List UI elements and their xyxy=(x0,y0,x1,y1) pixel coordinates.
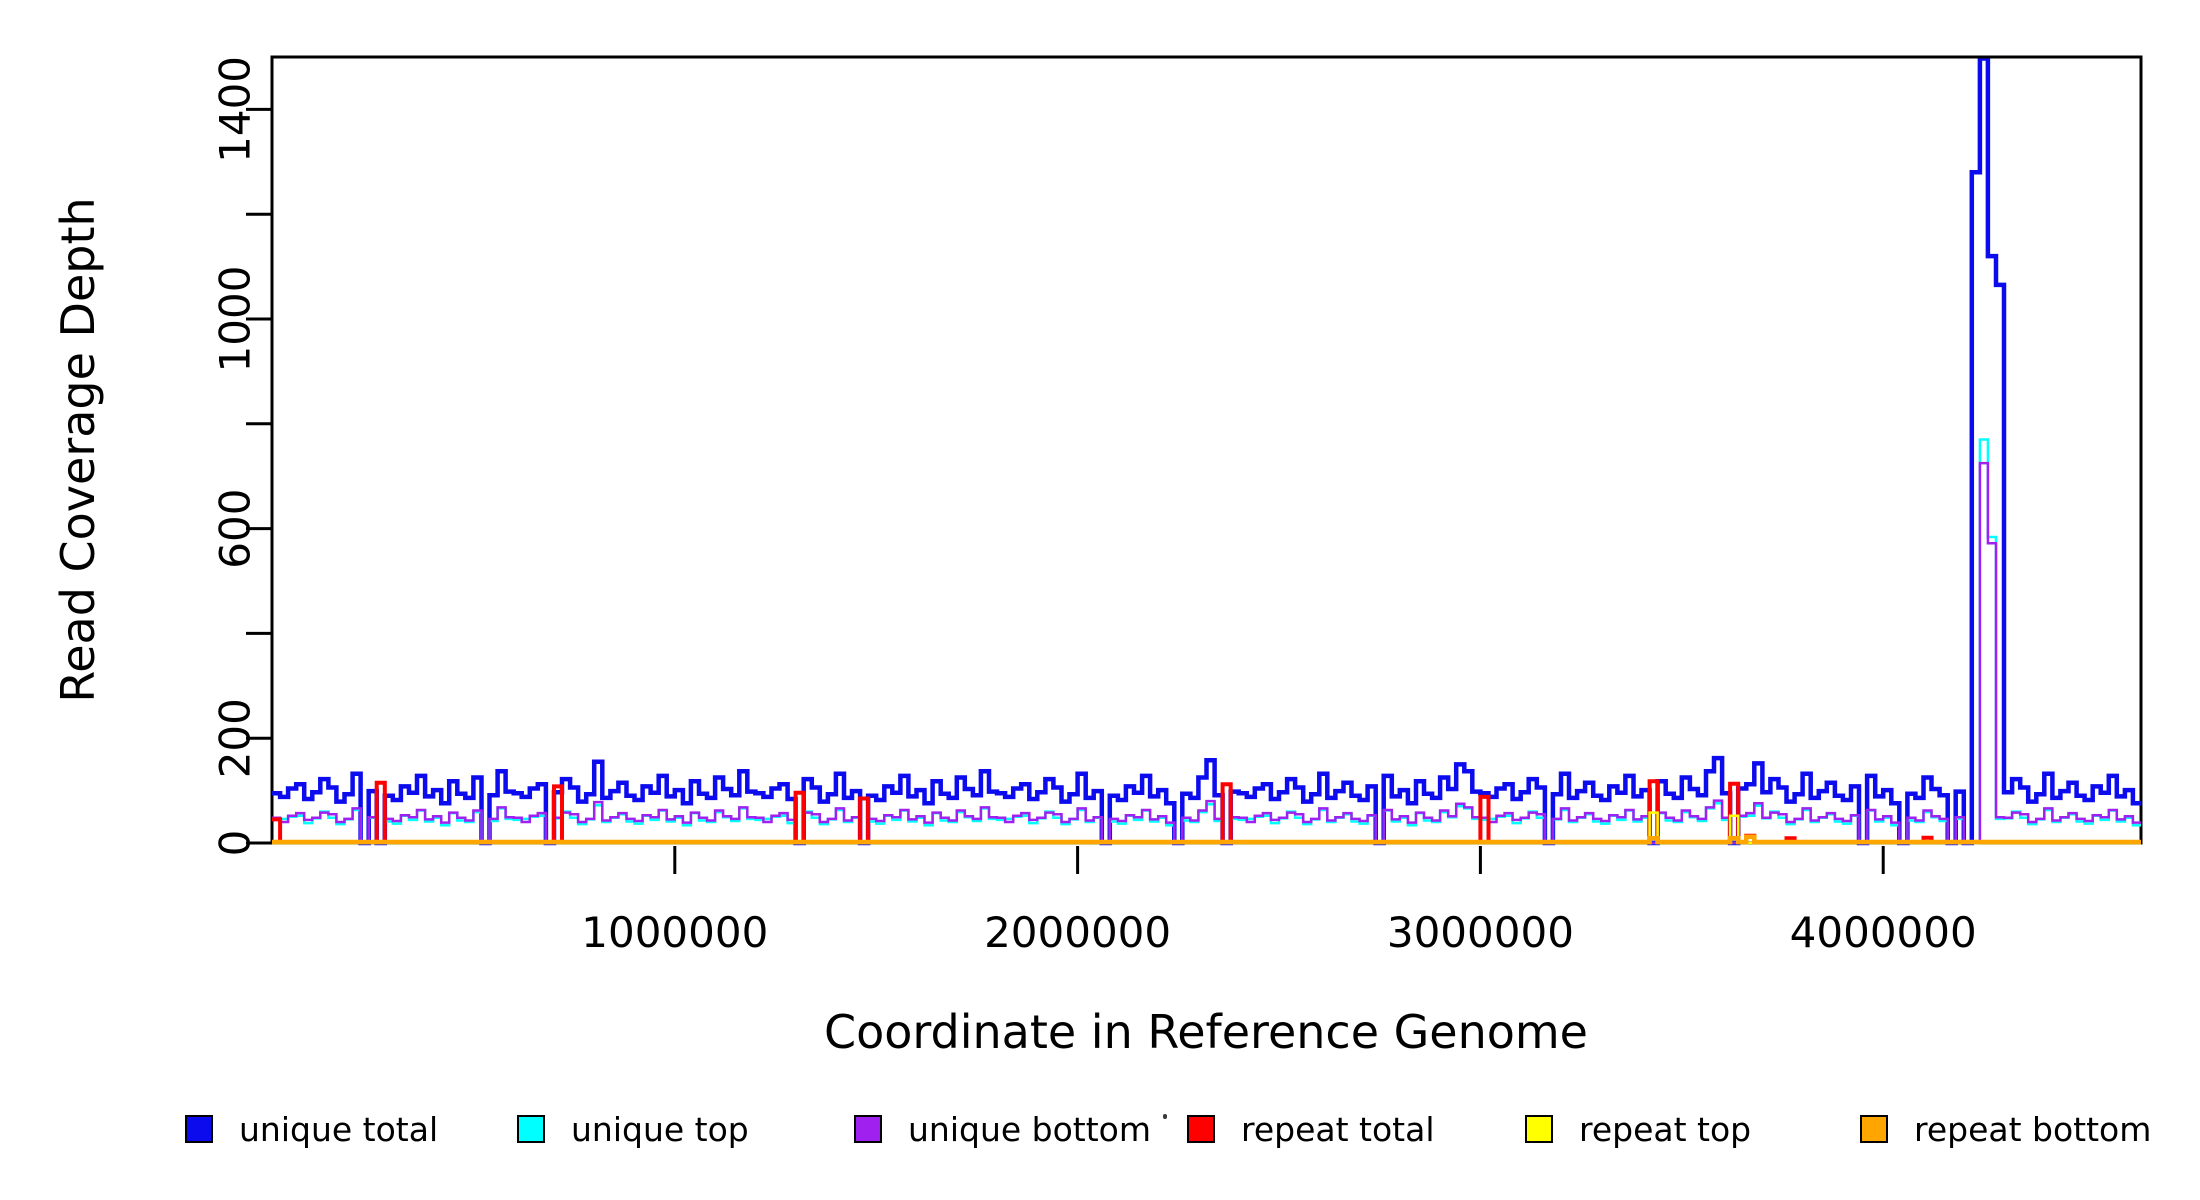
legend-swatch-repeat-top xyxy=(1525,1115,1553,1143)
y-tick-label: 200 xyxy=(211,698,260,778)
legend-label: unique top xyxy=(571,1109,749,1149)
legend-entry-repeat-bottom: repeat bottom xyxy=(1860,1109,2152,1149)
legend-label: unique bottom xyxy=(908,1109,1152,1149)
legend-swatch-unique-bottom xyxy=(854,1115,882,1143)
legend-entry-unique-bottom: unique bottom xyxy=(854,1109,1152,1149)
legend-entry-unique-total: unique total xyxy=(185,1109,439,1149)
y-tick-label: 600 xyxy=(211,489,260,569)
legend-swatch-repeat-total xyxy=(1187,1115,1215,1143)
legend-label: unique total xyxy=(239,1109,439,1149)
y-tick-label: 1400 xyxy=(211,56,260,163)
legend-entry-repeat-total: repeat total xyxy=(1187,1109,1435,1149)
y-tick-label: 1000 xyxy=(211,266,260,373)
legend-label: repeat bottom xyxy=(1914,1109,2152,1149)
x-tick-label: 4000000 xyxy=(1790,908,1977,957)
legend-label: repeat top xyxy=(1579,1109,1752,1149)
y-axis-title: Read Coverage Depth xyxy=(51,197,105,703)
legend-entry-repeat-top: repeat top xyxy=(1525,1109,1752,1149)
legend-entry-unique-top: unique top xyxy=(517,1109,749,1149)
legend-swatch-repeat-bottom xyxy=(1860,1115,1888,1143)
x-tick-label: 3000000 xyxy=(1387,908,1574,957)
x-tick-label: 1000000 xyxy=(581,908,768,957)
x-axis-title: Coordinate in Reference Genome xyxy=(824,1005,1588,1059)
legend-swatch-unique-top xyxy=(517,1115,545,1143)
series-unique-top-line xyxy=(272,438,2141,845)
y-tick-label: 0 xyxy=(211,830,260,857)
series-repeat-bottom-line xyxy=(272,834,2141,845)
legend-label: repeat total xyxy=(1241,1109,1435,1149)
legend-swatch-unique-total xyxy=(185,1115,213,1143)
series-unique-bottom-line xyxy=(272,461,2141,845)
stray-mark-dot xyxy=(1163,1114,1167,1119)
plot-box xyxy=(270,55,2143,845)
series-unique-total-line xyxy=(272,56,2141,846)
x-tick-label: 2000000 xyxy=(984,908,1171,957)
